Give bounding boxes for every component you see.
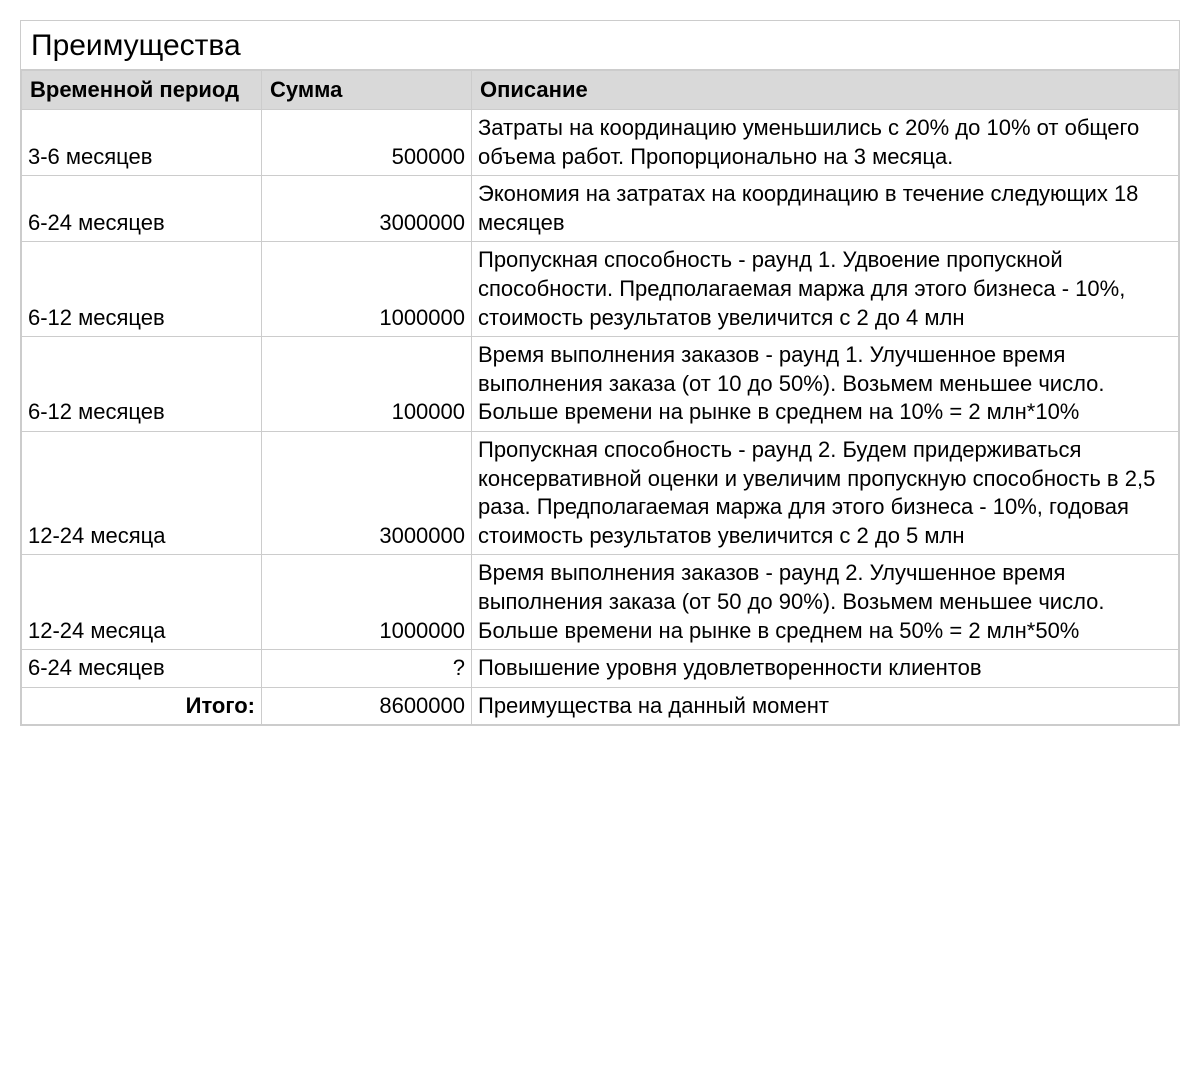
table-row: 12-24 месяца 1000000 Время выполнения за… <box>22 555 1179 650</box>
cell-description: Повышение уровня удовлетворенности клиен… <box>472 650 1179 688</box>
cell-description: Время выполнения заказов - раунд 2. Улуч… <box>472 555 1179 650</box>
col-header-period: Временной период <box>22 71 262 110</box>
table-row: 6-24 месяцев 3000000 Экономия на затрата… <box>22 176 1179 242</box>
cell-description: Затраты на координацию уменьшились с 20%… <box>472 110 1179 176</box>
table-header-row: Временной период Сумма Описание <box>22 71 1179 110</box>
cell-sum: 1000000 <box>262 242 472 337</box>
cell-period: 6-24 месяцев <box>22 650 262 688</box>
cell-sum: 3000000 <box>262 176 472 242</box>
cell-sum: 1000000 <box>262 555 472 650</box>
table-row: 3-6 месяцев 500000 Затраты на координаци… <box>22 110 1179 176</box>
benefits-table-container: Преимущества Временной период Сумма Опис… <box>20 20 1180 726</box>
table-footer-row: Итого: 8600000 Преимущества на данный мо… <box>22 687 1179 725</box>
table-title: Преимущества <box>21 21 1179 70</box>
cell-description: Экономия на затратах на координацию в те… <box>472 176 1179 242</box>
cell-period: 12-24 месяца <box>22 555 262 650</box>
cell-period: 12-24 месяца <box>22 431 262 554</box>
cell-sum: 500000 <box>262 110 472 176</box>
col-header-description: Описание <box>472 71 1179 110</box>
benefits-table: Временной период Сумма Описание 3-6 меся… <box>21 70 1179 725</box>
cell-description: Пропускная способность - раунд 2. Будем … <box>472 431 1179 554</box>
cell-description: Время выполнения заказов - раунд 1. Улуч… <box>472 337 1179 432</box>
cell-period: 6-24 месяцев <box>22 176 262 242</box>
table-row: 6-12 месяцев 100000 Время выполнения зак… <box>22 337 1179 432</box>
table-row: 12-24 месяца 3000000 Пропускная способно… <box>22 431 1179 554</box>
cell-period: 6-12 месяцев <box>22 337 262 432</box>
cell-sum: 3000000 <box>262 431 472 554</box>
cell-sum: 100000 <box>262 337 472 432</box>
footer-label: Итого: <box>22 687 262 725</box>
footer-sum: 8600000 <box>262 687 472 725</box>
cell-period: 3-6 месяцев <box>22 110 262 176</box>
footer-description: Преимущества на данный момент <box>472 687 1179 725</box>
col-header-sum: Сумма <box>262 71 472 110</box>
cell-period: 6-12 месяцев <box>22 242 262 337</box>
table-row: 6-12 месяцев 1000000 Пропускная способно… <box>22 242 1179 337</box>
table-row: 6-24 месяцев ? Повышение уровня удовлетв… <box>22 650 1179 688</box>
cell-description: Пропускная способность - раунд 1. Удвоен… <box>472 242 1179 337</box>
cell-sum: ? <box>262 650 472 688</box>
